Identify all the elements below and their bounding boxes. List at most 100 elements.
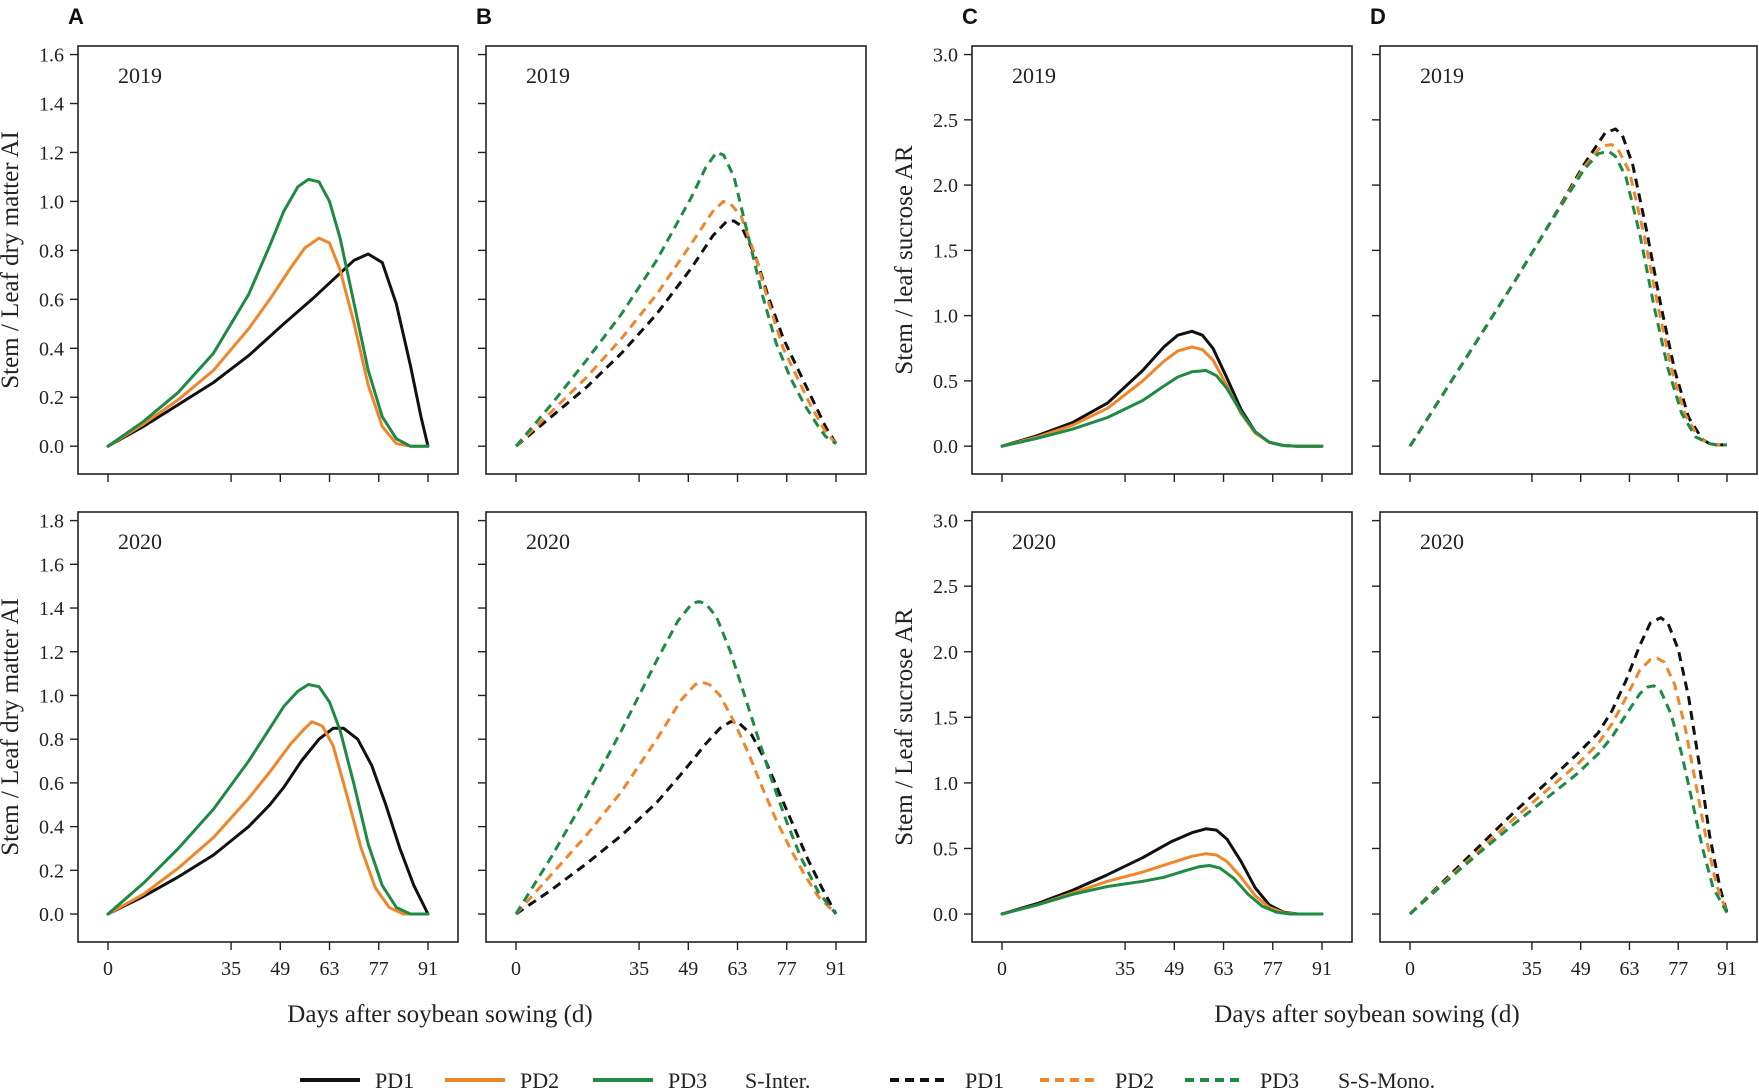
y-tick-label: 0.0: [933, 436, 958, 458]
year-label: 2019: [1420, 63, 1464, 88]
y-tick-label: 2.5: [933, 110, 958, 132]
y-tick-label: 1.0: [39, 191, 64, 213]
legend-label-PD3: PD3: [1260, 1068, 1299, 1090]
year-label: 2020: [118, 529, 162, 554]
legend-group-label: S-Inter.: [745, 1068, 810, 1090]
panel-D20: 0 35 49 63 77 91 2020: [1372, 511, 1758, 980]
series-PD2-line: [1000, 852, 1324, 916]
series-PD3-line: [514, 600, 838, 915]
year-label: 2020: [1012, 529, 1056, 554]
y-tick-label: 1.6: [39, 554, 64, 576]
panel-letter: B: [476, 4, 492, 29]
y-tick-label: 1.2: [39, 642, 64, 664]
series-PD2-line: [1408, 143, 1727, 448]
legend-label-PD1: PD1: [965, 1068, 1004, 1090]
panel-B20: 0 35 49 63 77 91 2020: [478, 511, 867, 980]
y-tick-label: 0.2: [39, 387, 64, 409]
x-tick-label: 77: [369, 958, 389, 980]
series-PD3-line: [1000, 864, 1324, 916]
y-tick-label: 0.8: [39, 729, 64, 751]
series-PD2-line: [106, 720, 430, 916]
series-PD1-line: [1408, 616, 1729, 916]
x-tick-label: 35: [1115, 958, 1135, 980]
y-tick-label: 2.5: [933, 576, 958, 598]
panel-C20: 0.0 0.5 1.0 1.5 2.0 2.5 3.0 0 35 49 63 77 91 Stem / L…: [891, 511, 1353, 980]
x-tick-label: 77: [1263, 958, 1283, 980]
x-tick-label: 0: [1405, 958, 1415, 980]
x-tick-label: 0: [997, 958, 1007, 980]
y-tick-label: 1.4: [39, 598, 64, 620]
x-tick-label: 63: [1619, 958, 1639, 980]
y-tick-label: 0.2: [39, 860, 64, 882]
legend-group-label: S-S-Mono.: [1338, 1068, 1435, 1090]
series-PD3-line: [1408, 149, 1727, 448]
y-tick-label: 0.5: [933, 371, 958, 393]
x-tick-label: 49: [1571, 958, 1591, 980]
y-tick-label: 0.6: [39, 289, 64, 311]
year-label: 2020: [1420, 529, 1464, 554]
panel-frame: [971, 511, 1353, 943]
panel-frame: [485, 511, 867, 943]
y-tick-label: 0.4: [39, 817, 64, 839]
panel-B19: B 2019: [476, 4, 867, 482]
y-tick-label: 0.0: [39, 436, 64, 458]
panel-frame: [1379, 45, 1758, 475]
x-tick-label: 63: [320, 958, 340, 980]
panel-D19: D 2019: [1370, 4, 1758, 482]
y-tick-label: 0.0: [39, 904, 64, 926]
y-tick-label: 1.8: [39, 511, 64, 533]
y-tick-label: 0.4: [39, 338, 64, 360]
x-axis-label-left: Days after soybean sowing (d): [287, 1001, 592, 1028]
x-tick-label: 63: [1214, 958, 1234, 980]
legend-label-PD2: PD2: [520, 1068, 559, 1090]
x-tick-label: 49: [1164, 958, 1184, 980]
y-tick-label: 1.5: [933, 707, 958, 729]
series-PD3-line: [106, 177, 430, 448]
y-axis-label: Stem / leaf sucrose AR: [891, 145, 918, 374]
series-PD2-line: [1408, 656, 1729, 916]
year-label: 2019: [118, 63, 162, 88]
x-axis-labels: Days after soybean sowing (d) Days after…: [287, 1001, 1519, 1028]
y-tick-label: 0.6: [39, 773, 64, 795]
x-tick-label: 77: [1668, 958, 1688, 980]
x-tick-label: 0: [511, 958, 521, 980]
x-tick-label: 35: [629, 958, 649, 980]
y-axis-label: Stem / Leaf dry matter AI: [0, 131, 24, 389]
panel-A20: 0.0 0.2 0.4 0.6 0.8 1.0 1.2 1.4 1.6 1.8 0 35 49 63 77 9…: [0, 511, 459, 980]
series-PD2-line: [1000, 345, 1324, 448]
panel-frame: [77, 511, 459, 943]
panel-letter: D: [1370, 4, 1386, 29]
y-tick-label: 0.8: [39, 240, 64, 262]
y-axis-label: Stem / Leaf dry matter AI: [0, 598, 24, 856]
x-tick-label: 91: [1312, 958, 1332, 980]
x-tick-label: 35: [1522, 958, 1542, 980]
panel-frame: [485, 45, 867, 475]
series-PD3-line: [1000, 369, 1324, 448]
series-PD1-line: [106, 252, 430, 448]
y-tick-label: 1.0: [933, 773, 958, 795]
y-tick-label: 1.0: [933, 306, 958, 328]
legend-label-PD3: PD3: [668, 1068, 707, 1090]
series-PD2-line: [514, 680, 838, 916]
panel-letter: C: [962, 4, 978, 29]
panel-C19: 0.0 0.5 1.0 1.5 2.0 2.5 3.0 Stem / leaf sucrose…: [891, 4, 1353, 482]
y-tick-label: 3.0: [933, 511, 958, 533]
year-label: 2019: [1012, 63, 1056, 88]
panel-frame: [77, 45, 459, 475]
panel-frame: [1379, 511, 1758, 943]
x-tick-label: 0: [103, 958, 113, 980]
series-PD3-line: [106, 683, 430, 916]
y-tick-label: 0.5: [933, 838, 958, 860]
x-tick-label: 91: [1717, 958, 1737, 980]
series-PD2-line: [514, 199, 838, 448]
panel-A19: 0.0 0.2 0.4 0.6 0.8 1.0 1.2 1.4 1.6 Stem / Leaf d…: [0, 4, 459, 482]
y-tick-label: 0.0: [933, 904, 958, 926]
x-tick-label: 77: [777, 958, 797, 980]
y-tick-label: 1.5: [933, 240, 958, 262]
x-tick-label: 91: [418, 958, 438, 980]
y-tick-label: 1.4: [39, 94, 64, 116]
y-axis-label: Stem / Leaf sucrose AR: [891, 608, 918, 846]
x-tick-label: 49: [678, 958, 698, 980]
series-PD2-line: [106, 236, 430, 448]
